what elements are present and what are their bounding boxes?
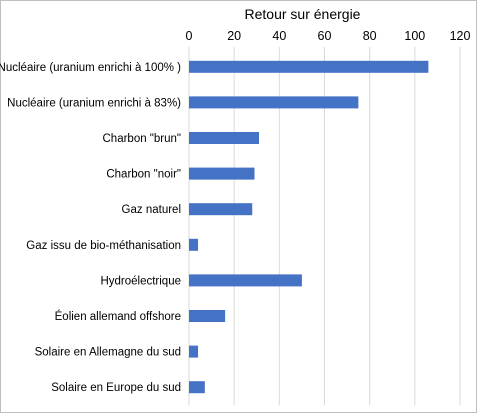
category-label: Charbon "brun" (103, 133, 182, 145)
x-tick-label: 100 (404, 29, 425, 43)
x-tick-label: 80 (363, 29, 377, 43)
bar (189, 96, 359, 109)
x-tick-label: 40 (272, 29, 286, 43)
category-label: Hydroélectrique (100, 275, 181, 287)
category-label: Gaz issu de bio-méthanisation (26, 240, 181, 252)
category-labels: Nucléaire (uranium enrichi à 100% ) Nuclé… (0, 62, 181, 394)
bar (189, 167, 255, 180)
bar (189, 60, 429, 73)
category-label: Nucléaire (uranium enrichi à 83%) (7, 97, 181, 109)
category-label: Nucléaire (uranium enrichi à 100% ) (0, 62, 181, 74)
bars (189, 60, 429, 394)
bar (189, 238, 199, 251)
category-label: Éolien allemand offshore (55, 310, 181, 323)
bar (189, 274, 302, 287)
x-axis-ticks: 0 20 40 60 80 100 120 (186, 29, 471, 43)
bar (189, 381, 205, 394)
category-label: Solaire en Europe du sud (51, 382, 181, 394)
category-label: Gaz naturel (122, 204, 181, 216)
x-tick-label: 120 (450, 29, 471, 43)
bar (189, 345, 199, 358)
category-label: Solaire en Allemagne du sud (35, 347, 181, 359)
x-tick-label: 20 (227, 29, 241, 43)
chart-title: Retour sur énergie (245, 6, 361, 22)
category-label: Charbon "noir" (106, 169, 181, 181)
x-tick-label: 0 (186, 29, 193, 43)
bar (189, 203, 253, 216)
bar (189, 310, 226, 322)
x-tick-label: 60 (318, 29, 332, 43)
bar (189, 132, 260, 144)
